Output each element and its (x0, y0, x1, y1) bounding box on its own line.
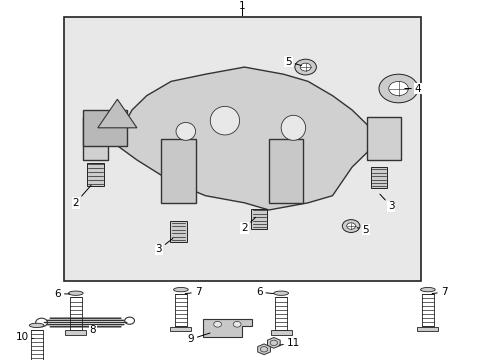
Text: 6: 6 (255, 287, 273, 297)
Circle shape (300, 63, 310, 71)
Text: 3: 3 (155, 238, 173, 254)
Bar (370, 167, 386, 188)
Bar (170, 221, 186, 242)
Polygon shape (83, 117, 107, 160)
Circle shape (346, 223, 355, 229)
Circle shape (233, 321, 241, 327)
Polygon shape (257, 344, 270, 355)
Text: 3: 3 (379, 194, 394, 211)
Circle shape (388, 81, 407, 96)
Text: 10: 10 (16, 332, 33, 342)
Text: 9: 9 (187, 333, 210, 344)
Polygon shape (161, 139, 195, 203)
Text: 2: 2 (241, 217, 255, 233)
Polygon shape (203, 319, 251, 337)
Ellipse shape (68, 291, 83, 295)
Text: 7: 7 (431, 287, 447, 297)
Text: 2: 2 (72, 185, 91, 208)
Ellipse shape (281, 115, 305, 140)
Text: 11: 11 (279, 338, 300, 348)
Ellipse shape (273, 291, 288, 295)
Text: 7: 7 (185, 287, 201, 297)
Polygon shape (98, 99, 137, 128)
Polygon shape (83, 110, 127, 146)
Text: 5: 5 (285, 57, 301, 67)
Text: 6: 6 (54, 289, 69, 299)
Text: 5: 5 (357, 225, 368, 235)
Ellipse shape (420, 288, 434, 292)
Text: 1: 1 (238, 1, 245, 11)
Bar (63, 17, 420, 282)
Ellipse shape (210, 106, 239, 135)
Bar (416, 327, 438, 331)
Circle shape (213, 321, 221, 327)
Bar (251, 208, 267, 229)
Bar (65, 330, 86, 335)
Polygon shape (107, 67, 376, 210)
Ellipse shape (176, 122, 195, 140)
Polygon shape (267, 337, 280, 348)
Text: 8: 8 (89, 325, 96, 336)
Polygon shape (268, 139, 303, 203)
Circle shape (342, 220, 359, 233)
Polygon shape (366, 117, 400, 160)
Circle shape (378, 74, 417, 103)
Circle shape (294, 59, 316, 75)
Bar (170, 327, 191, 331)
Ellipse shape (173, 288, 188, 292)
Text: 4: 4 (404, 84, 421, 94)
Bar (86, 163, 104, 186)
Bar (270, 330, 291, 335)
Ellipse shape (29, 323, 44, 328)
